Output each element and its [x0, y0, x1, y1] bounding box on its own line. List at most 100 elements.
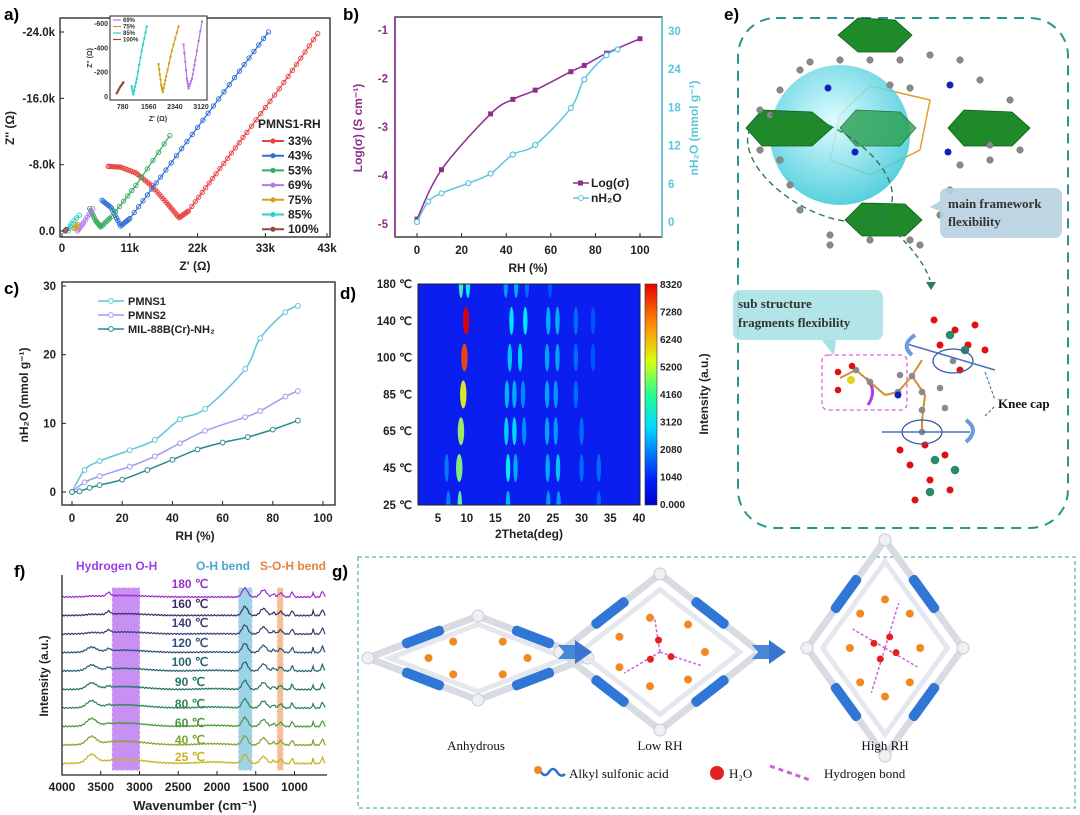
x-tick-label: 100 [313, 513, 332, 525]
data-point [111, 210, 117, 216]
data-point [76, 488, 83, 495]
spectrum-label: 100 ℃ [172, 655, 209, 669]
inset-data-point [182, 43, 185, 46]
x-tick-label: 80 [589, 245, 602, 257]
main-callout-line1: main framework [948, 196, 1042, 211]
legend-marker [108, 326, 114, 332]
legend-label-53%: 53% [288, 163, 312, 177]
colorbar-tick-label: 5200 [660, 363, 683, 374]
heatmap-peak [546, 306, 551, 335]
data-point [253, 117, 259, 123]
data-point [295, 303, 301, 309]
metal-atom [950, 465, 960, 475]
hydrogen-bond-line [870, 647, 886, 693]
colorbar [644, 283, 658, 506]
data-point [177, 416, 183, 423]
heatmap-peak [573, 306, 579, 335]
x-axis-title: Wavenumber (cm⁻¹) [133, 798, 256, 813]
oxygen-atom [930, 316, 938, 324]
inset-data-point [144, 31, 147, 34]
data-point [240, 134, 246, 141]
carbon-atom [941, 404, 949, 412]
heatmap-peak [517, 343, 523, 372]
heatmap-peak [512, 380, 517, 409]
band-label-soh-bend: S-O-H bend [260, 559, 326, 573]
x-tick-label: 60 [216, 513, 229, 525]
inset-y-tick-label: 0 [104, 94, 108, 101]
heatmap-peak [590, 343, 596, 372]
legend-hydrogen-bond: Hydrogen bond [824, 766, 906, 781]
inset-x-tick-label: 780 [117, 104, 129, 111]
x-tick-label: 5 [435, 513, 442, 525]
highlight-bands [111, 587, 284, 771]
linker-rod [401, 625, 445, 649]
right-y-tick-label: 0 [668, 217, 674, 229]
data-point [413, 218, 421, 226]
data-point [76, 212, 82, 218]
transition-arrow-1 [558, 640, 592, 664]
hydrogen-bond-line [884, 603, 900, 649]
data-point [184, 209, 190, 215]
data-point [487, 170, 494, 177]
series-line-nh2o [416, 48, 619, 223]
data-point [196, 194, 202, 200]
data-point [226, 82, 232, 88]
inset-plot: 69%75%85%100% 780 1560 2340 3120 0 -200 -400 -60… [87, 15, 209, 123]
bond [897, 375, 913, 393]
data-point [205, 110, 211, 116]
linker-molecule [834, 316, 989, 504]
data-point [242, 366, 249, 372]
data-point [199, 189, 205, 196]
panel-label-c: c) [4, 279, 19, 298]
framework-node [653, 567, 667, 581]
data-point [293, 61, 300, 67]
panel-label-a: a) [4, 5, 19, 24]
data-point [116, 203, 123, 210]
carbon-atom [1006, 96, 1014, 104]
linker-rod [401, 667, 445, 691]
data-point [224, 155, 231, 161]
inset-data-point [184, 60, 187, 63]
data-point [568, 69, 574, 75]
x-tick-label: 1000 [281, 780, 308, 794]
carbon-atom [908, 372, 916, 380]
panel-label-b: b) [343, 5, 359, 24]
hydrogen-bond-line [653, 617, 661, 653]
sulfonic-acid-ball [615, 663, 624, 672]
x-tick-label: 40 [166, 513, 179, 525]
tick-labels: 0 20 40 60 80 100 0 10 20 30 [43, 281, 332, 525]
x-tick-label: 80 [266, 513, 279, 525]
x-axis-title: 2Theta(deg) [495, 527, 563, 541]
data-point [126, 447, 133, 454]
oxygen-atom [896, 446, 904, 454]
right-y-tick-label: 12 [668, 141, 681, 153]
framework-inner [575, 586, 745, 718]
water-molecule [892, 649, 900, 657]
data-point [133, 182, 139, 189]
data-point [149, 186, 155, 192]
series-group [62, 29, 321, 234]
framework-states [361, 533, 970, 763]
spectrum-1 [62, 605, 326, 617]
series-line-85% [67, 214, 80, 232]
oxygen-atom [834, 386, 842, 394]
heatmap-peak [590, 306, 596, 335]
data-point [267, 98, 273, 104]
heatmap-peak [504, 417, 509, 446]
water-molecule [667, 653, 675, 661]
data-point [236, 140, 242, 146]
left-y-tick-label: -2 [378, 74, 388, 86]
heatmap-peak [524, 284, 530, 298]
inset-data-point [131, 91, 135, 94]
inset-data-point [143, 37, 146, 40]
data-point [271, 92, 278, 98]
inset-data-point [189, 82, 192, 85]
heatmap-peak [505, 454, 511, 482]
data-point [108, 205, 114, 211]
x-tick-label: 10 [460, 513, 473, 525]
inset-data-point [192, 68, 195, 71]
heatmap-peak [596, 454, 601, 482]
data-point [438, 190, 445, 197]
y-tick-label: 0 [50, 487, 56, 499]
panel-label-e: e) [724, 5, 739, 24]
